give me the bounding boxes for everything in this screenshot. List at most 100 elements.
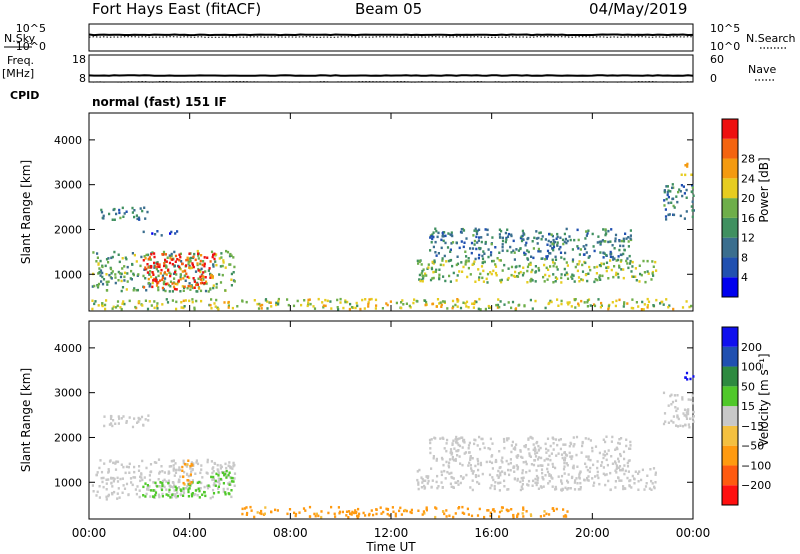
data-cell — [288, 508, 292, 511]
data-cell — [525, 471, 528, 474]
data-cell — [168, 261, 172, 265]
data-cell — [259, 511, 262, 515]
data-cell — [611, 301, 614, 304]
data-cell — [612, 258, 615, 261]
data-cell — [456, 255, 459, 258]
data-cell — [300, 303, 303, 307]
data-cell — [587, 475, 590, 478]
data-cell — [370, 297, 373, 301]
data-cell — [607, 277, 610, 280]
data-cell — [440, 238, 443, 242]
data-cell — [652, 304, 655, 307]
data-cell — [507, 267, 510, 270]
data-cell — [588, 255, 591, 258]
data-cell — [618, 239, 621, 243]
data-cell — [172, 281, 176, 284]
data-cell — [196, 249, 199, 253]
data-cell — [597, 235, 600, 238]
data-cell — [105, 299, 108, 302]
data-cell — [198, 287, 201, 290]
data-cell — [487, 304, 490, 308]
data-cell — [683, 192, 686, 195]
data-cell — [483, 515, 486, 519]
data-cell — [492, 478, 495, 482]
data-cell — [499, 259, 502, 262]
data-cell — [209, 304, 212, 307]
noise-right-tick-bottom: 10^0 — [710, 40, 740, 53]
data-cell — [672, 415, 675, 418]
data-cell — [520, 455, 523, 459]
data-cell — [142, 494, 145, 497]
data-cell — [540, 456, 543, 460]
data-cell — [307, 301, 310, 304]
data-cell — [420, 272, 423, 275]
data-cell — [190, 481, 193, 484]
data-cell — [137, 301, 140, 305]
data-cell — [107, 478, 110, 481]
data-cell — [446, 470, 449, 474]
data-cell — [348, 307, 351, 311]
data-cell — [521, 274, 525, 277]
data-cell — [503, 479, 506, 483]
data-cell — [482, 250, 485, 253]
data-cell — [619, 452, 622, 456]
data-cell — [503, 263, 506, 267]
data-cell — [547, 239, 550, 243]
data-cell — [622, 240, 626, 243]
data-cell — [200, 299, 203, 303]
data-cell — [484, 242, 487, 245]
data-cell — [454, 303, 457, 307]
data-cell — [192, 462, 195, 465]
data-cell — [510, 251, 513, 254]
data-cell — [455, 263, 458, 267]
data-cell — [584, 237, 587, 240]
data-cell — [201, 263, 204, 267]
data-cell — [544, 474, 547, 477]
data-cell — [200, 468, 203, 471]
data-cell — [122, 415, 125, 418]
data-cell — [190, 266, 194, 270]
data-cell — [213, 461, 216, 465]
data-cell — [509, 458, 512, 461]
data-cell — [431, 233, 434, 236]
data-cell — [203, 262, 206, 266]
data-cell — [100, 280, 103, 283]
data-cell — [356, 514, 359, 518]
data-cell — [114, 462, 117, 465]
data-cell — [501, 506, 504, 509]
data-cell — [565, 241, 568, 245]
data-cell — [487, 447, 490, 450]
data-cell — [435, 457, 438, 461]
data-cell — [512, 239, 515, 243]
data-cell — [456, 441, 459, 445]
data-cell — [317, 514, 320, 518]
data-cell — [440, 246, 443, 250]
data-cell — [427, 266, 430, 269]
data-cell — [567, 303, 570, 306]
data-cell — [533, 459, 536, 462]
data-cell — [410, 508, 413, 512]
data-cell — [537, 247, 540, 251]
data-cell — [345, 514, 348, 517]
data-cell — [173, 277, 176, 280]
data-cell — [585, 455, 588, 458]
data-cell — [558, 438, 561, 442]
data-cell — [472, 306, 475, 309]
data-cell — [431, 277, 434, 280]
data-cell — [691, 186, 694, 189]
data-cell — [172, 469, 175, 472]
data-cell — [120, 463, 123, 466]
data-cell — [195, 299, 198, 303]
data-cell — [227, 482, 230, 485]
colorbar-tick-label: 16 — [741, 212, 755, 225]
data-cell — [652, 467, 656, 470]
data-cell — [484, 240, 487, 244]
data-cell — [495, 303, 498, 307]
data-cell — [110, 491, 114, 495]
data-cell — [386, 512, 389, 516]
data-cell — [494, 246, 497, 249]
data-cell — [225, 466, 228, 470]
data-cell — [191, 479, 194, 482]
data-cell — [560, 453, 564, 456]
